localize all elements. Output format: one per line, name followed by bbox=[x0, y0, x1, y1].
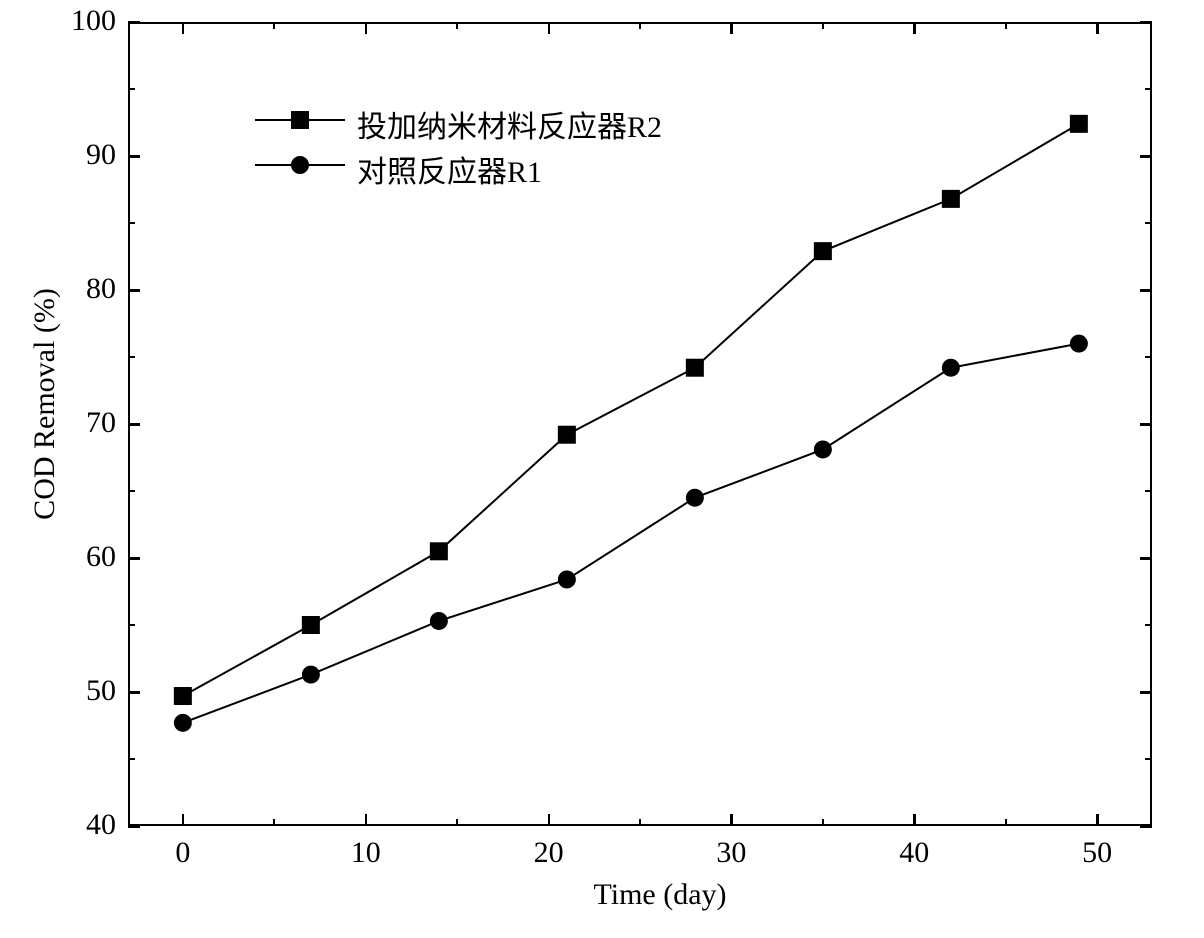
x-tick-label: 20 bbox=[529, 836, 569, 870]
marker-circle bbox=[1070, 335, 1088, 353]
y-major-tick-right bbox=[1140, 21, 1152, 24]
marker-square bbox=[174, 687, 192, 705]
y-major-tick-right bbox=[1140, 691, 1152, 694]
x-minor-tick-top bbox=[639, 22, 641, 29]
y-minor-tick bbox=[128, 356, 135, 358]
y-major-tick bbox=[128, 21, 140, 24]
x-tick-label: 50 bbox=[1077, 836, 1117, 870]
marker-circle bbox=[558, 570, 576, 588]
marker-circle bbox=[686, 489, 704, 507]
x-minor-tick-top bbox=[1005, 22, 1007, 29]
y-tick-label: 60 bbox=[58, 540, 116, 574]
x-tick-label: 10 bbox=[346, 836, 386, 870]
x-minor-tick bbox=[1005, 819, 1007, 826]
marker-square bbox=[1070, 115, 1088, 133]
y-minor-tick bbox=[128, 490, 135, 492]
y-tick-label: 50 bbox=[58, 674, 116, 708]
x-major-tick bbox=[548, 814, 551, 826]
x-tick-label: 30 bbox=[711, 836, 751, 870]
marker-square bbox=[814, 242, 832, 260]
legend-text-0: 投加纳米材料反应器R2 bbox=[357, 102, 662, 146]
y-tick-label: 40 bbox=[58, 808, 116, 842]
y-major-tick bbox=[128, 423, 140, 426]
legend-text-1: 对照反应器R1 bbox=[357, 147, 542, 191]
x-minor-tick-top bbox=[273, 22, 275, 29]
x-major-tick bbox=[182, 814, 185, 826]
x-axis-label: Time (day) bbox=[560, 878, 760, 912]
y-major-tick bbox=[128, 557, 140, 560]
x-major-tick-top bbox=[913, 22, 916, 34]
y-tick-label: 100 bbox=[58, 4, 116, 38]
y-major-tick bbox=[128, 691, 140, 694]
x-minor-tick bbox=[456, 819, 458, 826]
x-minor-tick-top bbox=[822, 22, 824, 29]
x-minor-tick bbox=[822, 819, 824, 826]
y-tick-label: 80 bbox=[58, 272, 116, 306]
y-minor-tick bbox=[128, 222, 135, 224]
marker-square bbox=[430, 542, 448, 560]
x-major-tick-top bbox=[1096, 22, 1099, 34]
marker-square bbox=[942, 190, 960, 208]
x-major-tick-top bbox=[365, 22, 368, 34]
y-major-tick-right bbox=[1140, 423, 1152, 426]
y-tick-label: 70 bbox=[58, 406, 116, 440]
marker-square bbox=[686, 359, 704, 377]
y-minor-tick bbox=[128, 758, 135, 760]
y-minor-tick-right bbox=[1145, 356, 1152, 358]
y-minor-tick-right bbox=[1145, 624, 1152, 626]
x-major-tick bbox=[730, 814, 733, 826]
chart-container: 0 10 20 30 40 50 40 50 60 70 80 90 100 Time (day) COD … bbox=[0, 0, 1204, 938]
y-minor-tick-right bbox=[1145, 490, 1152, 492]
x-major-tick bbox=[913, 814, 916, 826]
x-major-tick-top bbox=[548, 22, 551, 34]
legend-marker-0 bbox=[291, 111, 309, 129]
y-tick-label: 90 bbox=[58, 138, 116, 172]
y-major-tick-right bbox=[1140, 825, 1152, 828]
x-minor-tick-top bbox=[456, 22, 458, 29]
x-tick-label: 40 bbox=[894, 836, 934, 870]
x-major-tick bbox=[365, 814, 368, 826]
marker-circle bbox=[174, 714, 192, 732]
marker-circle bbox=[814, 440, 832, 458]
y-minor-tick-right bbox=[1145, 222, 1152, 224]
marker-square bbox=[302, 616, 320, 634]
y-major-tick-right bbox=[1140, 155, 1152, 158]
marker-circle bbox=[302, 666, 320, 684]
x-major-tick-top bbox=[182, 22, 185, 34]
y-major-tick bbox=[128, 155, 140, 158]
y-minor-tick-right bbox=[1145, 758, 1152, 760]
marker-circle bbox=[942, 359, 960, 377]
y-minor-tick bbox=[128, 624, 135, 626]
y-major-tick bbox=[128, 289, 140, 292]
x-minor-tick bbox=[273, 819, 275, 826]
x-minor-tick bbox=[639, 819, 641, 826]
marker-circle bbox=[430, 612, 448, 630]
y-axis-label: COD Removal (%) bbox=[28, 254, 62, 554]
legend-marker-1 bbox=[291, 156, 309, 174]
y-minor-tick-right bbox=[1145, 88, 1152, 90]
marker-square bbox=[558, 426, 576, 444]
x-major-tick bbox=[1096, 814, 1099, 826]
x-tick-label: 0 bbox=[163, 836, 203, 870]
x-major-tick-top bbox=[730, 22, 733, 34]
y-minor-tick bbox=[128, 88, 135, 90]
y-major-tick-right bbox=[1140, 289, 1152, 292]
series-line-0 bbox=[183, 124, 1079, 696]
y-major-tick-right bbox=[1140, 557, 1152, 560]
y-major-tick bbox=[128, 825, 140, 828]
